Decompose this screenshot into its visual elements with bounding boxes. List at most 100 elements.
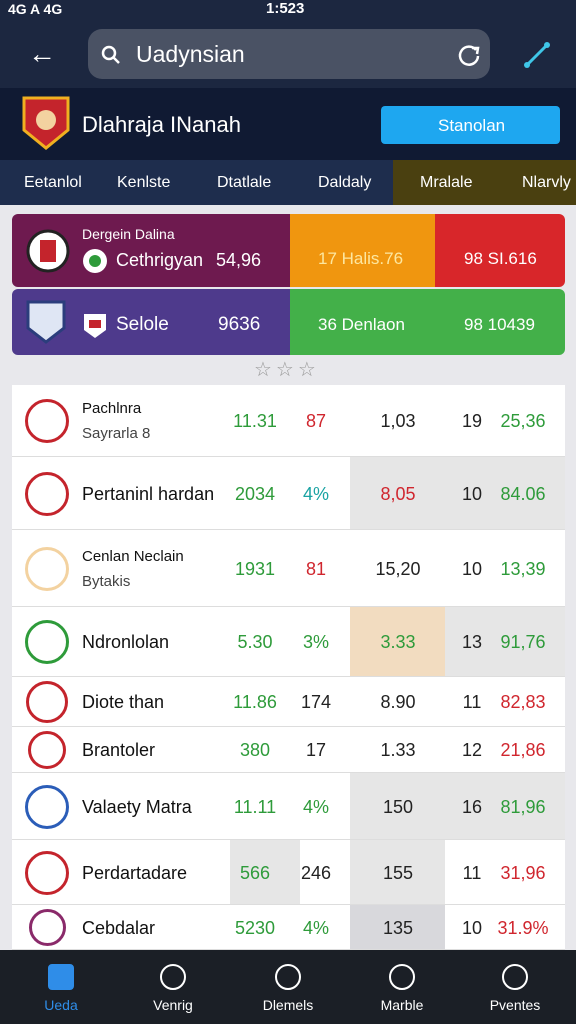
rating-stars: ☆☆☆ <box>254 359 320 381</box>
nav-icon[interactable] <box>275 964 301 990</box>
stat-value: 3% <box>302 632 330 652</box>
card-stat <box>290 214 435 287</box>
cell-highlight <box>350 773 565 839</box>
header-button[interactable] <box>381 106 560 144</box>
tab[interactable]: Daldaly <box>318 174 372 191</box>
stat-value: 11.11 <box>233 796 277 817</box>
stat-value: 150 <box>382 796 414 817</box>
stat-value: 11.86 <box>233 692 277 712</box>
card-stat-text: 98 10439 <box>464 315 535 334</box>
nav-icon[interactable] <box>389 964 415 990</box>
back-button[interactable]: ← <box>28 38 56 69</box>
card-stat <box>435 214 565 287</box>
team-name: Perdartadare <box>82 862 188 883</box>
header-button-label: Stanolan <box>438 116 506 135</box>
table-row[interactable] <box>12 530 565 607</box>
stat-value: 81,96 <box>500 796 546 817</box>
search-icon <box>101 45 120 64</box>
search-query: Uadynsian <box>136 41 245 67</box>
stat-value: 566 <box>239 862 271 883</box>
stat-value: 11.31 <box>233 411 277 431</box>
stat-value: 31.9% <box>497 917 549 938</box>
stat-value: 13 <box>461 632 483 652</box>
stat-value: 87 <box>305 411 327 431</box>
header-title: Dlahraja INanah <box>82 112 241 137</box>
stat-value: 3.33 <box>380 632 416 652</box>
nav-label[interactable]: Venrig <box>153 997 193 1013</box>
stat-value: 8.90 <box>380 692 416 712</box>
team-crest <box>25 620 69 664</box>
stat-value: 21,86 <box>500 740 546 760</box>
search-box[interactable] <box>88 29 490 79</box>
status-left: 4G A 4G <box>8 1 63 17</box>
team-crest <box>26 681 68 723</box>
card-value: 54,96 <box>216 250 262 270</box>
tab[interactable]: Nlarvly <box>522 174 571 191</box>
tab[interactable]: Eetanlol <box>24 174 82 191</box>
stat-value: 4% <box>302 483 330 504</box>
stat-value: 5.30 <box>237 632 273 652</box>
stat-value: 1,03 <box>380 411 416 431</box>
stat-value: 16 <box>461 796 483 817</box>
stat-value: 31,96 <box>500 862 546 883</box>
stat-value: 12 <box>461 740 483 760</box>
stat-value: 380 <box>239 740 271 760</box>
table-row[interactable] <box>12 727 565 773</box>
table-row[interactable] <box>12 385 565 457</box>
club-crest <box>22 96 70 150</box>
nav-icon[interactable] <box>160 964 186 990</box>
cell-highlight <box>350 457 565 529</box>
team-crest <box>28 731 66 769</box>
nav-label[interactable]: Pventes <box>489 997 541 1013</box>
stat-value: 174 <box>300 692 332 712</box>
refresh-icon[interactable] <box>456 42 482 68</box>
stat-value: 13,39 <box>500 558 546 579</box>
stat-value: 1.33 <box>380 740 416 760</box>
stat-value: 91,76 <box>500 632 546 652</box>
team-crest <box>25 784 69 829</box>
cell-highlight <box>445 607 565 676</box>
stat-value: 19 <box>461 411 483 431</box>
tab[interactable]: Dtatlale <box>217 174 272 191</box>
tab[interactable]: Kenlste <box>117 174 171 191</box>
stat-value: 25,36 <box>500 411 546 431</box>
tab[interactable]: Mralale <box>420 174 473 191</box>
card-stat-text: 98 SI.616 <box>464 249 537 268</box>
team-badge <box>26 229 70 273</box>
cell-highlight <box>350 607 445 676</box>
nav-label[interactable]: Ueda <box>44 997 78 1013</box>
cell-highlight <box>230 840 300 904</box>
table-row[interactable] <box>12 677 565 727</box>
team-badge <box>83 249 107 273</box>
stat-value: 82,83 <box>500 692 546 712</box>
stat-value: 10 <box>461 917 483 938</box>
stat-value: 11 <box>462 692 482 712</box>
status-time: 1:523 <box>266 0 305 17</box>
stat-value: 2034 <box>234 483 276 504</box>
stat-value: 1931 <box>234 558 276 579</box>
card-subtitle: Cethrigyan <box>116 250 204 270</box>
stat-value: 135 <box>382 917 414 938</box>
card-subtitle: Selole <box>116 314 169 335</box>
card-value: 9636 <box>218 314 261 335</box>
share-icon[interactable] <box>522 40 552 70</box>
team-sub: Sayrarla 8 <box>82 425 151 442</box>
team-name: Diote than <box>82 692 165 712</box>
team-name: Ndronlolan <box>82 632 170 652</box>
cell-highlight <box>350 840 445 904</box>
card-stat-text: 17 Halis.76 <box>318 249 404 268</box>
team-name: Cebdalar <box>82 917 156 938</box>
team-crest <box>25 471 69 516</box>
team-sub: Bytakis <box>82 572 131 590</box>
stat-value: 81 <box>305 558 327 579</box>
stat-value: 5230 <box>234 917 276 938</box>
table-row[interactable] <box>12 905 565 950</box>
team-crest <box>25 399 69 443</box>
nav-icon[interactable] <box>502 964 528 990</box>
team-badge <box>26 300 66 344</box>
nav-label[interactable]: Marble <box>380 997 424 1013</box>
team-crest <box>25 546 69 591</box>
nav-label[interactable]: Dlemels <box>262 997 314 1013</box>
nav-icon[interactable] <box>48 964 74 990</box>
